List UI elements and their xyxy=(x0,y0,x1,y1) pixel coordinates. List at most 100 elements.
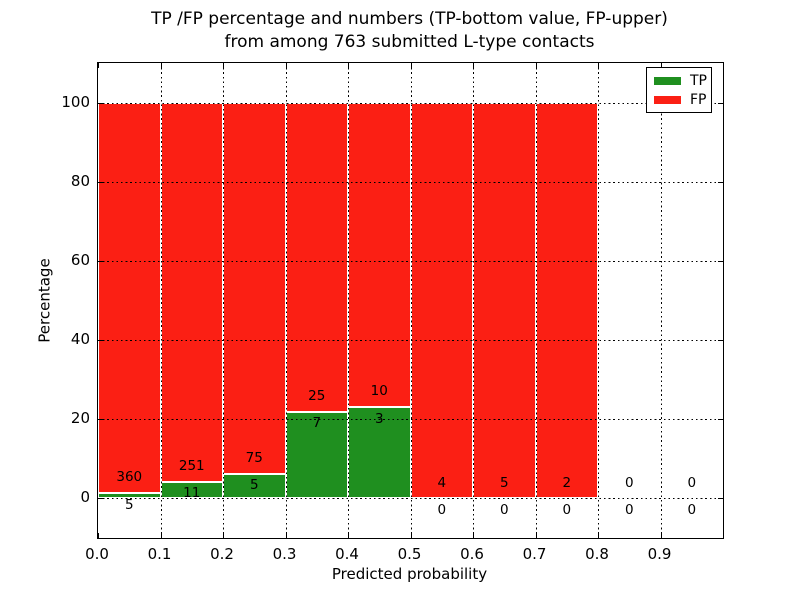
fp-count-label: 25 xyxy=(308,388,326,405)
bar-segment-fp xyxy=(535,102,598,499)
x-gridline xyxy=(473,63,474,538)
tp-count-label: 5 xyxy=(249,477,259,494)
fp-count-label: 0 xyxy=(687,474,697,491)
bar-segment-fp xyxy=(410,102,473,499)
bar-segment-fp xyxy=(285,102,348,412)
x-tick-label: 0.6 xyxy=(460,545,484,563)
y-gridline xyxy=(98,102,723,104)
y-tick-mark xyxy=(98,181,103,183)
y-tick-mark xyxy=(98,340,103,342)
x-tick-mark xyxy=(660,533,662,538)
x-tick-mark xyxy=(535,533,537,538)
x-tick-label: 0.3 xyxy=(272,545,297,563)
y-tick-mark xyxy=(98,260,103,262)
x-gridline xyxy=(285,63,287,538)
y-tick-label: 80 xyxy=(70,171,90,190)
y-axis-label: Percentage xyxy=(35,258,54,343)
x-tick-mark-top xyxy=(473,63,474,68)
x-tick-mark-top xyxy=(98,63,99,68)
tp-count-label: 0 xyxy=(499,502,509,519)
y-tick-label: 0 xyxy=(80,488,90,507)
x-gridline xyxy=(535,63,537,538)
x-gridline xyxy=(160,63,162,538)
bar-segment-fp xyxy=(98,102,161,493)
legend-label-fp: FP xyxy=(690,92,707,108)
x-tick-mark-top xyxy=(223,63,224,68)
y-tick-mark-right xyxy=(718,340,723,342)
bar-segment-fp xyxy=(473,102,536,499)
x-axis-label: Predicted probability xyxy=(331,565,488,583)
x-tick-mark-top xyxy=(348,63,349,68)
x-tick-mark-top xyxy=(535,63,537,68)
tp-count-label: 7 xyxy=(312,415,322,432)
x-gridline xyxy=(223,63,224,538)
x-tick-mark xyxy=(223,533,224,538)
chart-title: TP /FP percentage and numbers (TP-bottom… xyxy=(97,8,722,54)
y-tick-mark-right xyxy=(718,498,723,500)
x-tick-mark-top xyxy=(410,63,412,68)
y-tick-label: 100 xyxy=(61,92,90,111)
x-tick-label: 0.0 xyxy=(85,545,109,563)
x-tick-label: 0.1 xyxy=(147,545,172,563)
y-gridline xyxy=(98,340,723,342)
fp-count-label: 75 xyxy=(245,450,263,467)
y-tick-label: 60 xyxy=(70,250,90,269)
fp-count-label: 5 xyxy=(499,474,509,491)
x-gridline xyxy=(348,63,349,538)
tp-count-label: 0 xyxy=(687,502,697,519)
chart-title-line2: from among 763 submitted L-type contacts xyxy=(224,32,595,52)
y-tick-label: 20 xyxy=(70,409,90,428)
y-tick-mark-right xyxy=(718,260,723,262)
chart-title-line1: TP /FP percentage and numbers (TP-bottom… xyxy=(151,9,668,29)
x-tick-mark xyxy=(410,533,412,538)
x-tick-label: 0.2 xyxy=(210,545,234,563)
x-tick-mark-top xyxy=(285,63,287,68)
x-tick-label: 0.4 xyxy=(335,545,359,563)
bar-segment-tp xyxy=(98,492,161,499)
y-tick-mark-right xyxy=(718,102,723,104)
x-tick-mark xyxy=(98,533,99,538)
y-tick-mark-right xyxy=(718,181,723,183)
y-tick-mark-right xyxy=(718,419,723,421)
x-tick-label: 0.7 xyxy=(522,545,547,563)
bar-segment-fp xyxy=(223,102,286,474)
x-tick-mark-top xyxy=(598,63,599,68)
x-gridline xyxy=(598,63,599,538)
x-tick-label: 0.5 xyxy=(397,545,422,563)
x-gridline xyxy=(660,63,662,538)
legend-swatch-tp xyxy=(654,77,681,85)
legend-label-tp: TP xyxy=(690,73,707,89)
y-tick-mark xyxy=(98,498,103,500)
plot-area: 360 5 251 11 75 5 25 7 10 3 4 0 5 0 2 0 0 0 0 0 TP FP xyxy=(97,62,724,539)
tp-count-label: 0 xyxy=(624,502,634,519)
fp-count-label: 10 xyxy=(370,383,388,400)
x-tick-mark xyxy=(285,533,287,538)
fp-count-label: 360 xyxy=(116,469,143,486)
tp-count-label: 0 xyxy=(437,502,447,519)
tp-count-label: 11 xyxy=(183,485,201,502)
x-tick-mark xyxy=(160,533,162,538)
bar-segment-fp xyxy=(348,102,411,408)
legend: TP FP xyxy=(646,67,712,113)
bar-segment-fp xyxy=(160,102,223,482)
y-gridline xyxy=(98,498,723,500)
x-tick-mark-top xyxy=(660,63,662,68)
y-gridline xyxy=(98,181,723,183)
bar-segment-tp xyxy=(348,407,411,499)
y-gridline xyxy=(98,260,723,262)
x-tick-mark-top xyxy=(160,63,162,68)
y-gridline xyxy=(98,419,723,421)
tp-count-label: 5 xyxy=(124,496,134,513)
y-tick-label: 40 xyxy=(70,330,90,349)
tp-count-label: 0 xyxy=(562,502,572,519)
y-tick-mark xyxy=(98,102,103,104)
fp-count-label: 2 xyxy=(562,474,572,491)
tp-count-label: 3 xyxy=(374,410,384,427)
x-tick-mark xyxy=(473,533,474,538)
fp-count-label: 251 xyxy=(178,458,205,475)
fp-count-label: 0 xyxy=(624,474,634,491)
legend-swatch-fp xyxy=(654,96,681,104)
x-tick-mark xyxy=(598,533,599,538)
y-tick-mark xyxy=(98,419,103,421)
